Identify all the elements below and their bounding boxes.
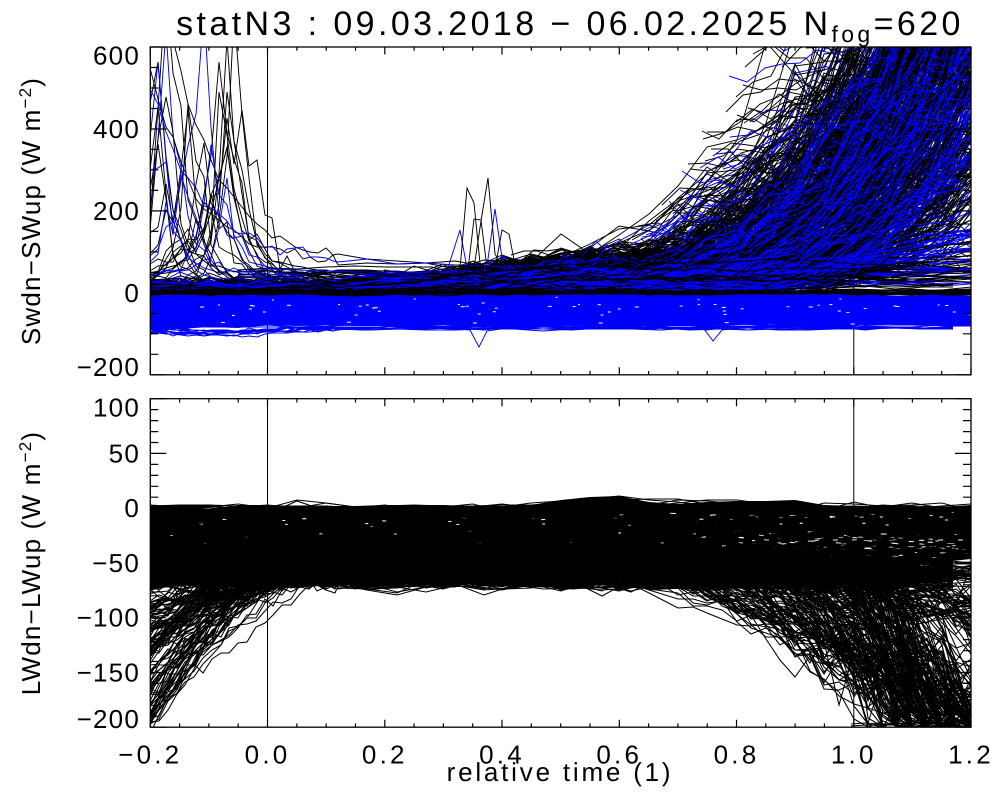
svg-text:50: 50: [109, 438, 140, 468]
svg-text:0.0: 0.0: [245, 740, 291, 770]
svg-text:−50: −50: [92, 548, 140, 578]
svg-text:0: 0: [124, 278, 140, 308]
svg-text:relative time (1): relative time (1): [447, 757, 674, 787]
svg-text:0.2: 0.2: [362, 740, 408, 770]
svg-text:200: 200: [93, 196, 140, 226]
svg-text:statN3 : 09.03.2018 − 06.02.20: statN3 : 09.03.2018 − 06.02.2025 Nfog=62…: [176, 5, 964, 47]
svg-text:0.4: 0.4: [479, 740, 525, 770]
svg-text:400: 400: [93, 114, 140, 144]
svg-text:−200: −200: [77, 352, 140, 382]
svg-text:600: 600: [93, 41, 140, 71]
svg-text:−0.2: −0.2: [118, 740, 182, 770]
svg-text:Swdn−SWup (W m−2): Swdn−SWup (W m−2): [16, 77, 46, 345]
svg-text:LWdn−LWup (W m−2): LWdn−LWup (W m−2): [16, 431, 46, 695]
svg-text:0.8: 0.8: [714, 740, 760, 770]
svg-text:0.6: 0.6: [596, 740, 642, 770]
svg-text:−100: −100: [77, 603, 140, 633]
svg-text:0: 0: [124, 493, 140, 523]
svg-text:1.0: 1.0: [831, 740, 877, 770]
svg-text:100: 100: [93, 393, 140, 423]
svg-text:1.2: 1.2: [948, 740, 994, 770]
svg-text:−150: −150: [77, 658, 140, 688]
svg-text:−200: −200: [77, 704, 140, 734]
